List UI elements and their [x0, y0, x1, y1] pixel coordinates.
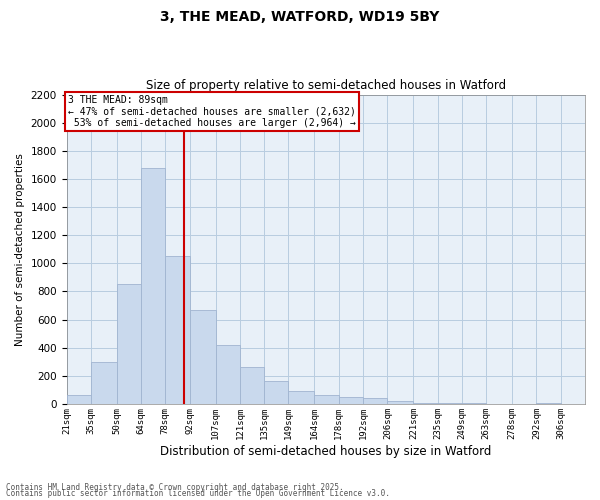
- Bar: [536, 403, 561, 404]
- Bar: [117, 284, 141, 404]
- Bar: [289, 392, 314, 404]
- Bar: [240, 368, 264, 404]
- Bar: [388, 401, 413, 404]
- Bar: [141, 168, 166, 404]
- Bar: [363, 398, 388, 404]
- Text: 3, THE MEAD, WATFORD, WD19 5BY: 3, THE MEAD, WATFORD, WD19 5BY: [160, 10, 440, 24]
- Bar: [215, 345, 240, 404]
- Bar: [67, 396, 91, 404]
- Text: 3 THE MEAD: 89sqm
← 47% of semi-detached houses are smaller (2,632)
 53% of semi: 3 THE MEAD: 89sqm ← 47% of semi-detached…: [68, 96, 356, 128]
- Bar: [339, 397, 363, 404]
- Bar: [264, 382, 289, 404]
- X-axis label: Distribution of semi-detached houses by size in Watford: Distribution of semi-detached houses by …: [160, 444, 491, 458]
- Y-axis label: Number of semi-detached properties: Number of semi-detached properties: [15, 153, 25, 346]
- Bar: [91, 362, 117, 404]
- Text: Contains HM Land Registry data © Crown copyright and database right 2025.: Contains HM Land Registry data © Crown c…: [6, 483, 344, 492]
- Text: Contains public sector information licensed under the Open Government Licence v3: Contains public sector information licen…: [6, 489, 390, 498]
- Bar: [437, 403, 462, 404]
- Bar: [166, 256, 190, 404]
- Bar: [314, 396, 339, 404]
- Bar: [413, 402, 437, 404]
- Title: Size of property relative to semi-detached houses in Watford: Size of property relative to semi-detach…: [146, 79, 506, 92]
- Bar: [190, 310, 215, 404]
